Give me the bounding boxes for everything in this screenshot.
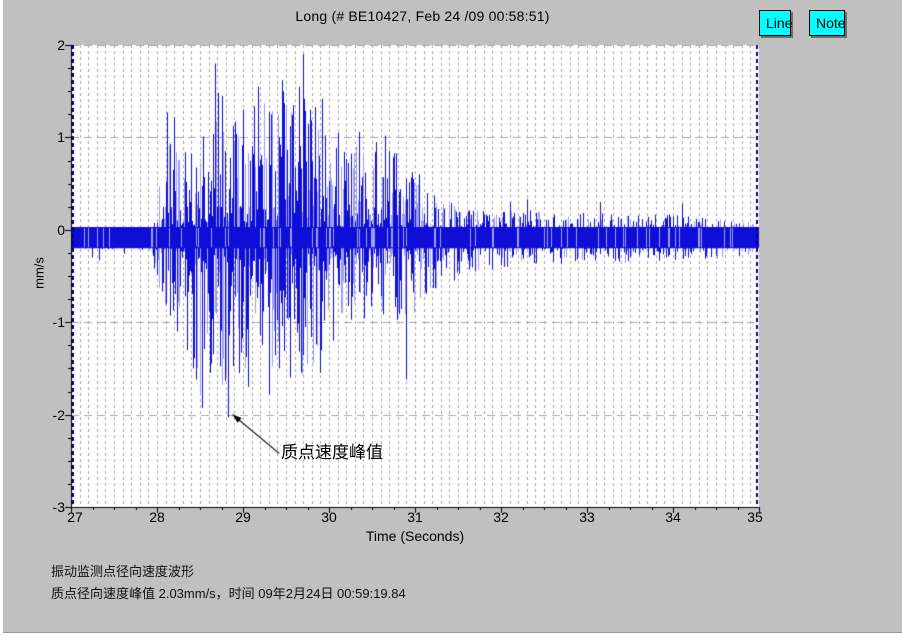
ytick-label: -2 xyxy=(52,407,65,423)
xtick-label: 28 xyxy=(149,509,165,525)
ytick-label: -3 xyxy=(52,499,65,515)
xtick-label: 27 xyxy=(67,509,83,525)
xtick-label: 30 xyxy=(321,509,337,525)
xtick-label: 32 xyxy=(493,509,509,525)
y-axis-title: mm/s xyxy=(31,257,47,289)
xtick-label: 33 xyxy=(579,509,595,525)
xtick-label: 35 xyxy=(747,509,763,525)
xtick-label: 31 xyxy=(407,509,423,525)
waveform-canvas[interactable] xyxy=(3,0,902,545)
ytick-label: -1 xyxy=(52,314,65,330)
caption-waveform-description: 振动监测点径向速度波形 xyxy=(51,564,195,579)
xtick-label: 34 xyxy=(665,509,681,525)
ytick-label: 2 xyxy=(57,37,65,53)
xtick-label: 29 xyxy=(235,509,251,525)
peak-annotation-label: 质点速度峰值 xyxy=(281,443,383,462)
caption-peak-value: 质点径向速度峰值 2.03mm/s，时间 09年2月24日 00:59:19.8… xyxy=(51,586,406,601)
x-axis-title: Time (Seconds) xyxy=(365,528,465,544)
ytick-label: 1 xyxy=(57,129,65,145)
ytick-label: 0 xyxy=(57,222,65,238)
